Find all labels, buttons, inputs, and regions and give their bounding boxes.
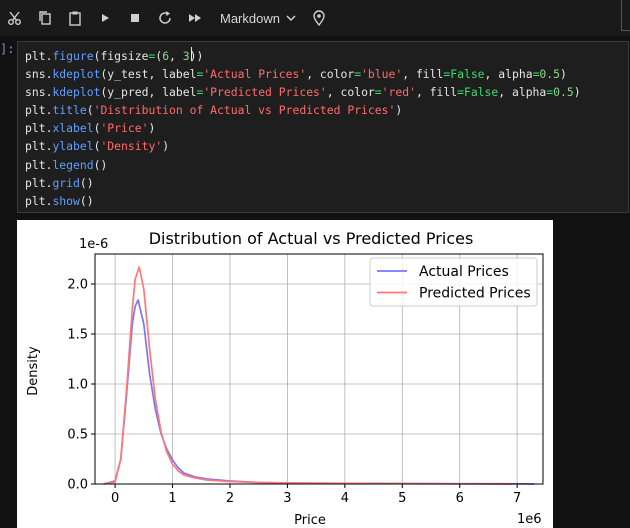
- restart-icon: [159, 11, 171, 24]
- legend-entry: Actual Prices: [419, 264, 509, 280]
- y-tick-label: 0.0: [67, 478, 88, 493]
- code-line: sns.kdeplot(y_pred, label='Predicted Pri…: [25, 85, 581, 100]
- stop-button[interactable]: [120, 3, 150, 33]
- code-line: plt.xlabel('Price'): [25, 121, 156, 136]
- x-tick-label: 2: [226, 491, 234, 506]
- code-editor[interactable]: plt.figure(figsize=(6, 3)) sns.kdeplot(y_…: [25, 47, 581, 210]
- paste-icon: [69, 11, 81, 26]
- play-icon: [102, 14, 109, 22]
- y-axis-label: Density: [26, 346, 41, 396]
- text-cursor: [191, 47, 192, 61]
- stop-icon: [131, 14, 139, 22]
- code-line: plt.show(): [25, 193, 94, 208]
- cell-prompt: ]:: [0, 42, 15, 56]
- y-tick-label: 1.5: [67, 328, 88, 343]
- y-tick-label: 1.0: [67, 378, 88, 393]
- run-button[interactable]: [90, 3, 120, 33]
- legend-box: [369, 257, 538, 307]
- notebook-toolbar: Markdown: [0, 0, 630, 36]
- fast-forward-icon: [189, 14, 201, 22]
- chart-title: Distribution of Actual vs Predicted Pric…: [149, 229, 474, 248]
- code-line: plt.figure(figsize=(6, 3)): [25, 49, 204, 63]
- x-tick-label: 6: [456, 491, 464, 506]
- pin-button[interactable]: [304, 3, 334, 33]
- x-tick-label: 4: [341, 491, 349, 506]
- kde-chart: 0 1 2 3 4 5 6 7 0.0 0.5 1.0 1.5 2.0 1e-6 1e6 Distributi…: [26, 229, 544, 528]
- plot-frame: [94, 253, 544, 485]
- x-tick-label: 3: [283, 491, 291, 506]
- x-offset-label: 1e6: [517, 512, 542, 527]
- cell-type-dropdown[interactable]: Markdown: [220, 11, 296, 26]
- code-line: plt.grid(): [25, 175, 94, 190]
- code-line: plt.legend(): [25, 157, 108, 172]
- toolbar-edge: [621, 0, 630, 31]
- code-line: plt.title('Distribution of Actual vs Pre…: [25, 103, 403, 118]
- map-pin-icon: [313, 10, 325, 26]
- scissors-icon: [8, 11, 21, 25]
- chevron-down-icon: [286, 15, 296, 21]
- restart-button[interactable]: [150, 3, 180, 33]
- code-line: plt.ylabel('Density'): [25, 139, 170, 154]
- x-tick-label: 5: [398, 491, 406, 506]
- copy-button[interactable]: [30, 3, 60, 33]
- code-line: sns.kdeplot(y_test, label='Actual Prices…: [25, 67, 567, 82]
- y-tick-label: 2.0: [67, 278, 88, 293]
- x-tick-label: 1: [168, 491, 176, 506]
- y-tick-label: 0.5: [67, 428, 88, 443]
- chart-figure: 0 1 2 3 4 5 6 7 0.0 0.5 1.0 1.5 2.0 1e-6 1e6 Distributi…: [17, 220, 553, 528]
- legend-entry: Predicted Prices: [419, 286, 531, 302]
- run-all-button[interactable]: [180, 3, 210, 33]
- series-line: [103, 266, 512, 485]
- copy-icon: [39, 11, 51, 25]
- x-tick-label: 0: [111, 491, 119, 506]
- code-cell[interactable]: plt.figure(figsize=(6, 3)) sns.kdeplot(y_…: [17, 41, 629, 213]
- cut-button[interactable]: [0, 3, 30, 33]
- x-axis-label: Price: [294, 513, 326, 528]
- cell-type-label: Markdown: [220, 10, 280, 26]
- paste-button[interactable]: [60, 3, 90, 33]
- x-tick-label: 7: [513, 491, 521, 506]
- y-offset-label: 1e-6: [79, 237, 108, 252]
